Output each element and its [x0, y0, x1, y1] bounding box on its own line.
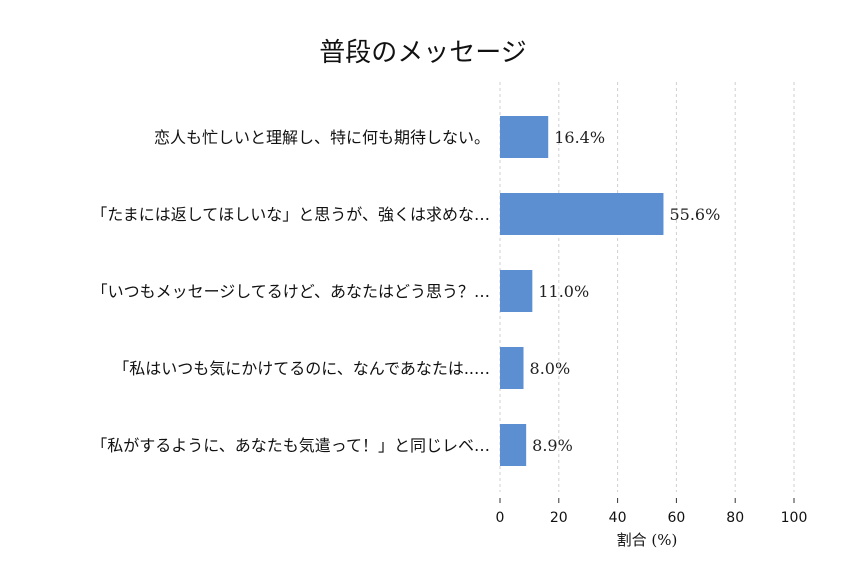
x-axis: 0 20 40 60 80 100 — [496, 498, 808, 526]
x-tick-label: 40 — [609, 510, 627, 526]
value-label: 11.0% — [538, 282, 589, 301]
bar — [500, 347, 524, 389]
chart-title: 普段のメッセージ — [319, 38, 526, 68]
bars: 恋人も忙しいと理解し、特に何も期待しない。 16.4% 「たまには返してほしいな」と… — [91, 116, 720, 466]
bar — [500, 193, 664, 235]
value-label: 55.6% — [669, 205, 720, 224]
x-tick-label: 60 — [667, 510, 685, 526]
value-label: 8.0% — [530, 359, 571, 378]
value-label: 8.9% — [532, 436, 573, 455]
bar — [500, 270, 533, 312]
value-label: 16.4% — [554, 128, 605, 147]
x-tick-label: 20 — [550, 510, 568, 526]
x-axis-label: 割合 (%) — [617, 531, 678, 549]
x-tick-label: 100 — [781, 510, 808, 526]
bar — [500, 424, 527, 466]
bar — [500, 116, 549, 158]
x-tick-label: 80 — [726, 510, 744, 526]
category-label: 「いつもメッセージしてるけど、あなたはどう思う？… — [92, 282, 490, 301]
x-tick-label: 0 — [496, 510, 505, 526]
category-label: 「私がするように、あなたも気遣って！」と同じレベ… — [91, 436, 490, 455]
category-label: 「たまには返してほしいな」と思うが、強くは求めな… — [91, 205, 490, 224]
category-label: 「私はいつも気にかけてるのに、なんであなたは..… — [113, 359, 490, 378]
category-label: 恋人も忙しいと理解し、特に何も期待しない。 — [154, 128, 490, 147]
